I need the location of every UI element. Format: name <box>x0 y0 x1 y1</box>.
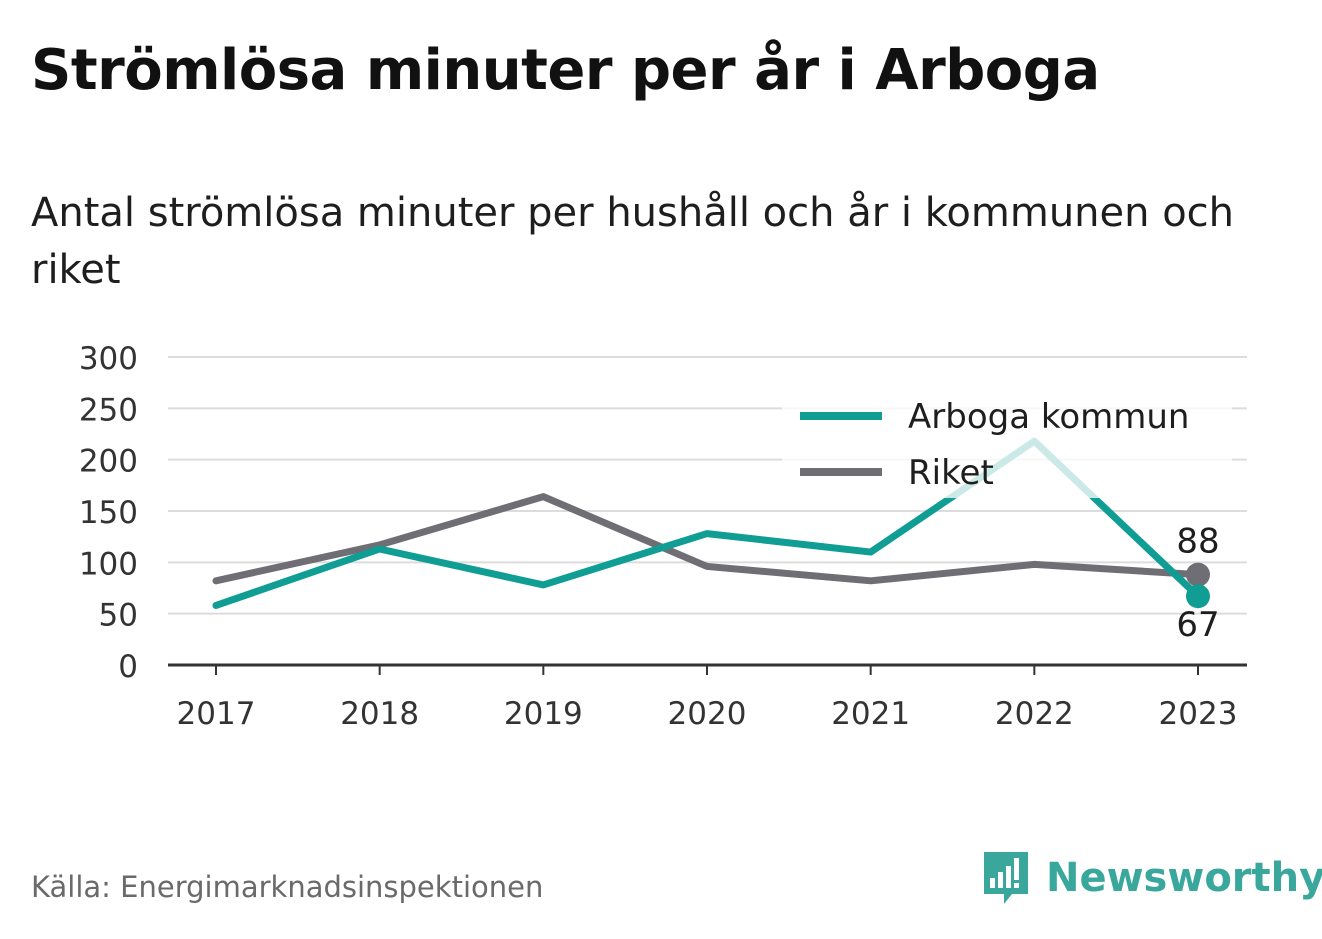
y-axis: 0 50 100 150 200 250 300 <box>79 341 138 685</box>
x-tick-label: 2017 <box>177 696 256 732</box>
end-labels: 88 67 <box>1176 522 1219 646</box>
legend: Arboga kommun Riket <box>782 388 1232 498</box>
y-tick-label: 100 <box>79 546 138 582</box>
chart-title: Strömlösa minuter per år i Arboga <box>31 38 1100 103</box>
source-note: Källa: Energimarknadsinspektionen <box>31 870 544 904</box>
end-marker-riket <box>1186 562 1210 587</box>
chart-subtitle: Antal strömlösa minuter per hushåll och … <box>31 190 1235 293</box>
x-tick-label: 2022 <box>995 696 1074 732</box>
y-tick-label: 0 <box>118 649 138 685</box>
x-tick-label: 2019 <box>504 696 583 732</box>
end-value-label: 88 <box>1176 522 1219 562</box>
x-tick-label: 2020 <box>668 696 747 732</box>
bar-chart-speech-bubble-icon <box>984 852 1028 904</box>
newsworthy-logo[interactable]: Newsworthy <box>980 846 1322 910</box>
y-tick-label: 200 <box>79 444 138 480</box>
series-line-riket <box>212 493 1202 585</box>
end-value-label: 67 <box>1176 605 1219 645</box>
x-tick-label: 2023 <box>1159 696 1238 732</box>
legend-background <box>782 388 1232 498</box>
y-tick-label: 300 <box>79 341 138 377</box>
x-tick-label: 2018 <box>340 696 419 732</box>
x-tick-label: 2021 <box>831 696 910 732</box>
y-tick-label: 150 <box>79 495 138 531</box>
legend-label: Riket <box>908 453 994 493</box>
y-tick-label: 50 <box>99 598 138 634</box>
x-axis: 2017 2018 2019 2020 2021 2022 2023 <box>168 663 1247 732</box>
legend-label: Arboga kommun <box>908 397 1189 437</box>
y-tick-label: 250 <box>79 392 138 428</box>
brand-name: Newsworthy <box>1046 855 1322 901</box>
end-marker-arboga-kommun <box>1186 584 1210 609</box>
